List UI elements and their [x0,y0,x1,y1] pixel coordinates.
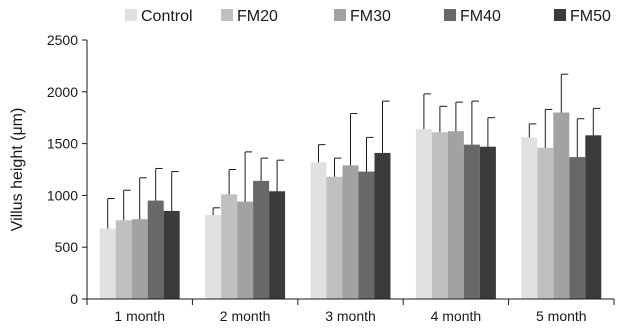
legend-swatch [444,9,456,21]
y-tick-label: 2000 [47,84,78,100]
bar [205,215,222,299]
legend-swatch [554,9,566,21]
bar [553,112,570,300]
bar [99,228,116,299]
legend-label: FM50 [570,8,611,25]
bar [521,137,538,299]
bar [537,147,554,299]
legend-swatch [221,9,233,21]
bar [463,144,480,299]
bar [147,200,164,299]
bar [269,191,286,299]
x-tick-label: 2 month [220,308,271,324]
legend-swatch [125,9,137,21]
bar [326,176,343,299]
legend: Control FM20 FM30 FM40 FM50 [125,8,611,25]
bar [342,165,359,299]
bar [585,135,602,299]
x-tick-label: 5 month [536,308,587,324]
x-tick-label: 4 month [431,308,482,324]
y-tick-label: 2500 [47,32,78,48]
bars [99,112,602,300]
y-tick-label: 500 [55,239,79,255]
bar [310,162,327,299]
bar [358,171,375,299]
bar [431,132,448,299]
bar [447,131,464,299]
error-bars [107,73,601,229]
legend-swatch [334,9,346,21]
y-axis-label: Villus height (μm) [9,108,26,232]
legend-label: FM20 [237,8,278,25]
legend-label: FM40 [460,8,501,25]
bar [131,219,148,299]
bar [253,180,270,299]
bar [237,201,254,299]
y-tick-label: 1500 [47,136,78,152]
x-axis: 1 month 2 month 3 month 4 month 5 month [86,298,615,324]
bar [415,129,432,299]
bar [221,194,238,299]
y-tick-label: 0 [70,291,78,307]
legend-label: Control [141,8,193,25]
bar [163,210,180,299]
x-tick-label: 3 month [325,308,376,324]
bar [569,157,586,299]
y-axis: 0 500 1000 1500 2000 2500 [47,32,88,307]
y-tick-label: 1000 [47,187,78,203]
bar [374,152,391,299]
bar [479,146,496,299]
bar [115,220,132,299]
x-tick-label: 1 month [114,308,165,324]
legend-label: FM30 [350,8,391,25]
